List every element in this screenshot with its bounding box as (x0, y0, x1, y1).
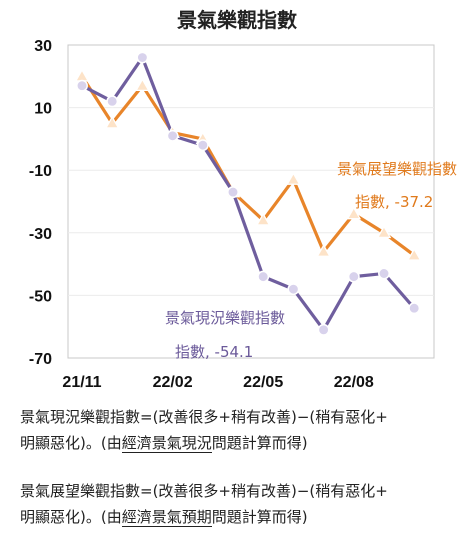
series-label-current: 景氣現況樂觀指數 (165, 309, 285, 327)
x-tick-label: 21/11 (62, 374, 101, 391)
note-underlined: 經濟景氣預期 (121, 508, 212, 527)
data-point-outlook (104, 115, 120, 129)
series-label-outlook: 景氣展望樂觀指數 (337, 160, 457, 178)
data-point-current (227, 186, 239, 199)
data-point-current (196, 139, 209, 152)
y-tick-label: -10 (29, 163, 52, 180)
y-tick-label: -30 (29, 226, 52, 243)
data-point-current (317, 323, 330, 336)
x-tick-label: 22/02 (153, 374, 193, 391)
y-tick-label: -50 (29, 288, 52, 305)
current-formula-note: 景氣現況樂觀指數=(改善很多+稍有改善)−(稍有惡化+ 明顯惡化)。(由經濟景氣… (20, 404, 460, 456)
note-line: 景氣展望樂觀指數=(改善很多+稍有改善)−(稍有惡化+ (20, 482, 388, 500)
note-text: 問題計算而得) (211, 434, 308, 452)
note-underlined: 經濟景氣現況 (121, 434, 212, 453)
data-point-current (106, 95, 119, 108)
series-layer (74, 51, 422, 336)
data-point-outlook (135, 78, 150, 91)
outlook-formula-note: 景氣展望樂觀指數=(改善很多+稍有改善)−(稍有惡化+ 明顯惡化)。(由經濟景氣… (20, 478, 460, 530)
series-end-label-current: 指數, -54.1 (175, 343, 253, 361)
data-point-current (408, 302, 421, 315)
note-text: 問題計算而得) (211, 508, 308, 526)
data-point-current (347, 270, 360, 283)
data-point-current (136, 51, 149, 64)
y-tick-label: 30 (34, 38, 52, 55)
series-end-label-outlook: 指數, -37.2 (355, 193, 433, 211)
data-point-current (378, 267, 390, 280)
data-point-current (257, 270, 270, 283)
note-text: 明顯惡化)。(由 (20, 508, 122, 526)
y-tick-label: 10 (34, 101, 52, 118)
note-text: 明顯惡化)。(由 (20, 434, 122, 452)
data-point-current (287, 283, 300, 296)
data-point-outlook (406, 247, 422, 261)
note-line: 明顯惡化)。(由經濟景氣預期問題計算而得) (20, 504, 460, 530)
x-tick-label: 22/05 (243, 374, 283, 391)
data-point-outlook (316, 244, 331, 257)
note-line: 明顯惡化)。(由經濟景氣現況問題計算而得) (20, 430, 460, 456)
plot-area (67, 44, 435, 359)
data-point-current (76, 79, 88, 92)
y-axis: 30 10 -10 -30 -50 -70 (29, 38, 434, 368)
x-tick-label: 22/08 (334, 374, 374, 391)
data-point-outlook (255, 212, 271, 226)
chart-title: 景氣樂觀指數 (177, 8, 297, 32)
x-axis: 21/11 22/02 22/05 22/08 (62, 374, 373, 391)
data-point-current (166, 129, 179, 142)
data-point-outlook (376, 225, 392, 239)
y-tick-label: -70 (29, 351, 52, 368)
data-point-outlook (346, 206, 362, 220)
data-point-outlook (286, 172, 301, 185)
note-line: 景氣現況樂觀指數=(改善很多+稍有改善)−(稍有惡化+ (20, 408, 388, 426)
